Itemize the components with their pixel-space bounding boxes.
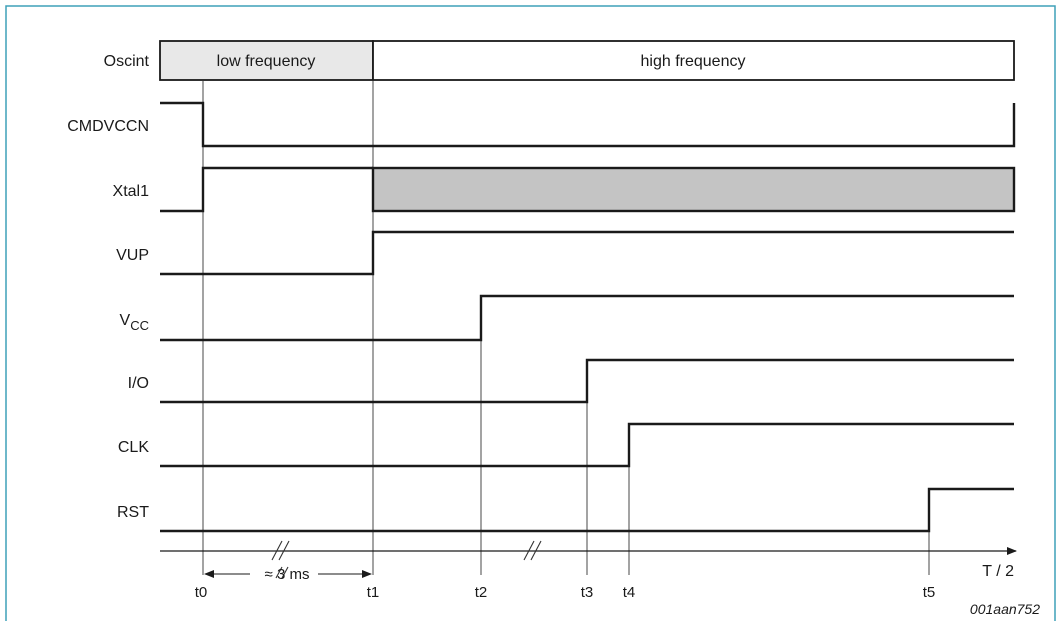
wave-xtal1-clock-block	[371, 166, 1016, 213]
oscint-low-text: low frequency	[217, 53, 316, 70]
label-vcc-sub: CC	[130, 318, 149, 333]
tick-t4: t4	[623, 584, 636, 601]
label-cmdvccn: CMDVCCN	[67, 118, 149, 135]
label-clk: CLK	[118, 439, 149, 456]
tick-t0: t0	[195, 584, 208, 601]
duration-break	[275, 566, 289, 579]
label-vup: VUP	[116, 247, 149, 264]
tick-t1: t1	[367, 584, 380, 601]
wave-io	[160, 358, 1014, 404]
figure-id: 001aan752	[970, 601, 1040, 617]
wave-cmdvccn	[160, 101, 1016, 148]
label-vcc: VCC	[120, 312, 149, 333]
axis-break-2	[523, 540, 542, 561]
wave-vup	[160, 230, 1014, 276]
wave-rst	[160, 487, 1014, 533]
axis-label: T / 2	[982, 563, 1014, 580]
oscint-low-box	[159, 40, 374, 81]
oscint-high-text: high frequency	[641, 53, 746, 70]
tick-t2: t2	[475, 584, 488, 601]
wave-vcc	[160, 294, 1014, 342]
frame-border	[5, 5, 1056, 621]
wave-clk	[160, 422, 1014, 468]
tick-t3: t3	[581, 584, 594, 601]
label-vcc-main: V	[120, 312, 131, 329]
label-xtal1: Xtal1	[113, 183, 150, 200]
wave-xtal1-low	[160, 166, 373, 213]
oscint-high-box	[372, 40, 1015, 81]
axis-break-1	[271, 540, 290, 561]
duration-label: ≈ 3 ms	[265, 566, 310, 583]
label-io: I/O	[128, 375, 149, 392]
tick-t5: t5	[923, 584, 936, 601]
label-oscint: Oscint	[104, 53, 150, 70]
label-rst: RST	[117, 504, 149, 521]
